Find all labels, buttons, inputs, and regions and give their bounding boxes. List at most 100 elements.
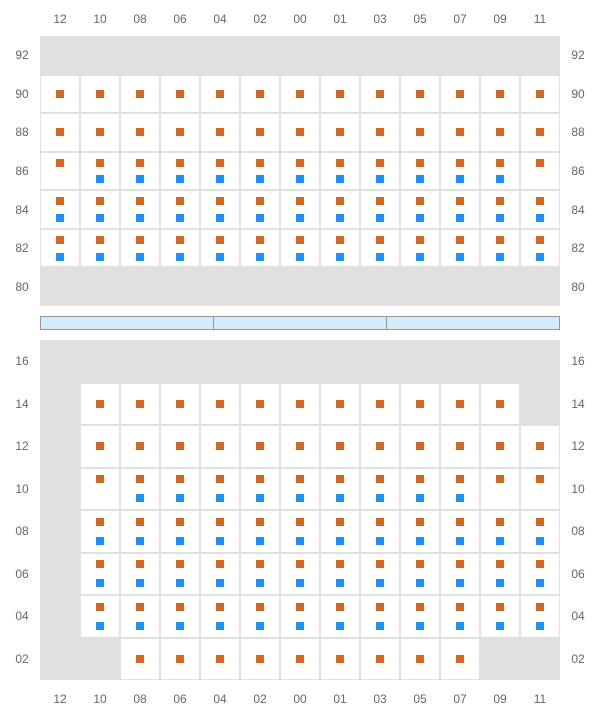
orange-marker <box>336 560 344 568</box>
blue-marker <box>176 175 184 183</box>
grid-cell <box>440 267 480 306</box>
row-label: 04 <box>566 609 590 623</box>
orange-marker <box>296 518 304 526</box>
col-label: 03 <box>368 692 392 706</box>
orange-marker <box>56 159 64 167</box>
orange-marker <box>456 442 464 450</box>
orange-marker <box>216 197 224 205</box>
grid-cell <box>320 340 360 383</box>
grid-cell <box>120 229 160 268</box>
grid-cell <box>120 468 160 511</box>
grid-cell <box>120 340 160 383</box>
grid-cell <box>160 510 200 553</box>
orange-marker <box>296 159 304 167</box>
grid-cell <box>200 152 240 191</box>
col-label: 00 <box>288 12 312 26</box>
orange-marker <box>336 475 344 483</box>
col-label: 09 <box>488 12 512 26</box>
blue-marker <box>456 537 464 545</box>
orange-marker <box>96 236 104 244</box>
grid-cell <box>360 553 400 596</box>
blue-marker <box>416 214 424 222</box>
grid-cell <box>240 553 280 596</box>
row-label: 92 <box>10 48 34 62</box>
col-label: 01 <box>328 12 352 26</box>
blue-marker <box>496 622 504 630</box>
orange-marker <box>216 442 224 450</box>
orange-marker <box>336 197 344 205</box>
orange-marker <box>416 159 424 167</box>
orange-marker <box>216 236 224 244</box>
row-label: 08 <box>10 524 34 538</box>
blue-marker <box>376 494 384 502</box>
grid-cell <box>240 510 280 553</box>
orange-marker <box>456 128 464 136</box>
blue-marker <box>296 622 304 630</box>
blue-marker <box>256 537 264 545</box>
grid-cell <box>440 229 480 268</box>
grid-cell <box>200 595 240 638</box>
grid-cell <box>40 425 80 468</box>
orange-marker <box>176 400 184 408</box>
orange-marker <box>256 236 264 244</box>
orange-marker <box>256 442 264 450</box>
grid-cell <box>240 595 280 638</box>
blue-marker <box>336 622 344 630</box>
blue-marker <box>216 214 224 222</box>
grid-cell <box>520 595 560 638</box>
orange-marker <box>296 236 304 244</box>
grid-cell <box>480 595 520 638</box>
blue-marker <box>96 537 104 545</box>
row-label: 80 <box>566 280 590 294</box>
grid-cell <box>280 510 320 553</box>
orange-marker <box>256 475 264 483</box>
orange-marker <box>536 442 544 450</box>
grid-cell <box>520 383 560 426</box>
grid-cell <box>80 553 120 596</box>
orange-marker <box>256 560 264 568</box>
grid-cell <box>160 468 200 511</box>
orange-marker <box>136 442 144 450</box>
orange-marker <box>96 560 104 568</box>
blue-marker <box>456 214 464 222</box>
grid-cell <box>80 468 120 511</box>
grid-cell <box>400 36 440 75</box>
orange-marker <box>496 236 504 244</box>
orange-marker <box>296 560 304 568</box>
blue-marker <box>376 214 384 222</box>
grid-cell <box>240 190 280 229</box>
blue-marker <box>176 579 184 587</box>
orange-marker <box>296 197 304 205</box>
grid-cell <box>320 267 360 306</box>
blue-marker <box>496 537 504 545</box>
grid-cell <box>440 340 480 383</box>
orange-marker <box>136 603 144 611</box>
orange-marker <box>96 442 104 450</box>
blue-marker <box>376 175 384 183</box>
orange-marker <box>416 655 424 663</box>
orange-marker <box>296 128 304 136</box>
blue-marker <box>296 175 304 183</box>
col-label: 02 <box>248 12 272 26</box>
col-label: 02 <box>248 692 272 706</box>
grid-cell <box>480 468 520 511</box>
grid-cell <box>520 510 560 553</box>
grid-cell <box>80 595 120 638</box>
orange-marker <box>456 236 464 244</box>
grid-cell <box>200 510 240 553</box>
grid-cell <box>520 638 560 681</box>
grid-cell <box>40 638 80 681</box>
orange-marker <box>296 442 304 450</box>
grid-cell <box>320 36 360 75</box>
orange-marker <box>176 655 184 663</box>
orange-marker <box>296 603 304 611</box>
grid-cell <box>120 553 160 596</box>
orange-marker <box>296 400 304 408</box>
orange-marker <box>416 236 424 244</box>
grid-cell <box>360 595 400 638</box>
grid-cell <box>520 36 560 75</box>
row-label: 12 <box>10 439 34 453</box>
grid-cell <box>240 267 280 306</box>
row-label: 90 <box>10 87 34 101</box>
grid-cell <box>200 36 240 75</box>
